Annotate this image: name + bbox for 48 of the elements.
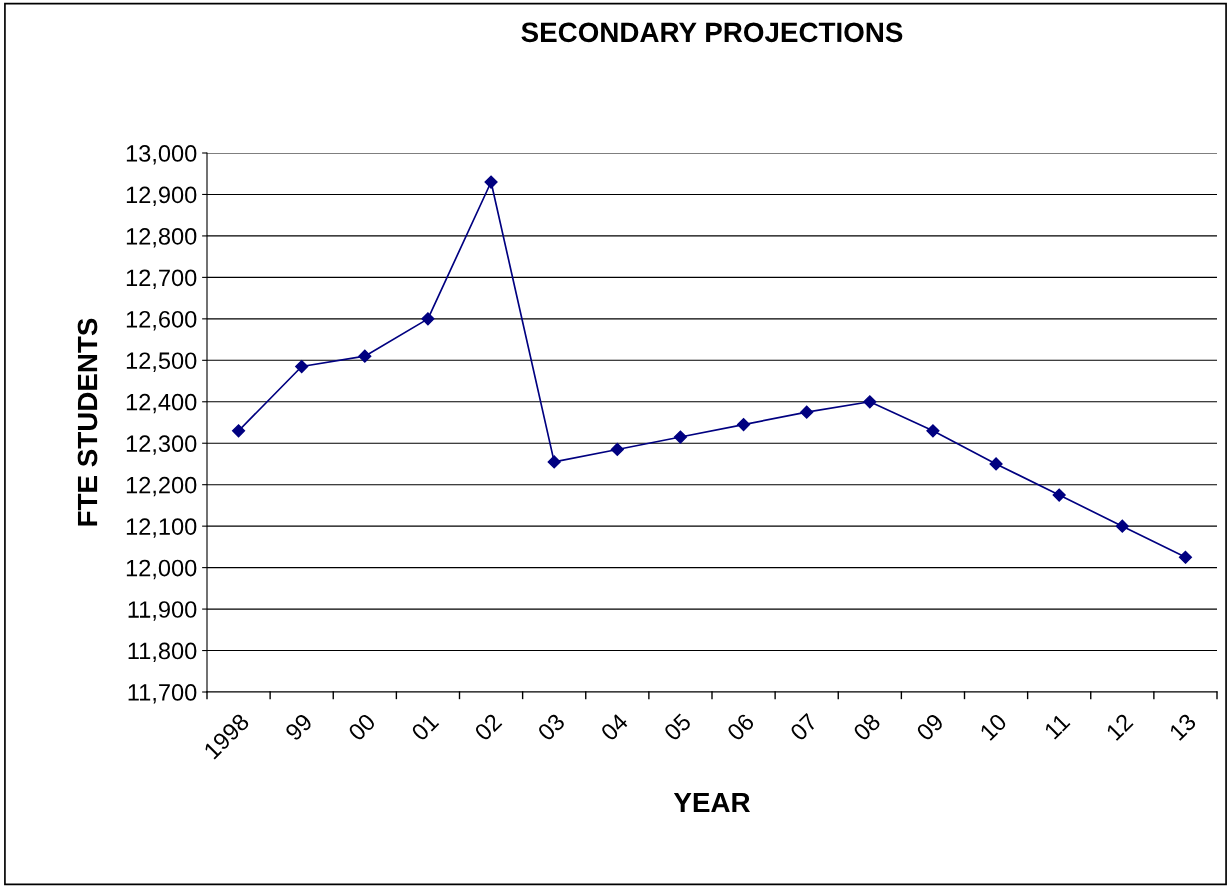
- point: [1052, 488, 1066, 502]
- y-tick-label: 11,800: [128, 642, 197, 663]
- point: [484, 175, 498, 189]
- point: [1178, 550, 1193, 564]
- point: [800, 405, 814, 419]
- x-tick-label: 06: [726, 712, 756, 742]
- point: [421, 312, 435, 326]
- point: [673, 430, 688, 444]
- x-tick-label: 13: [1168, 712, 1197, 741]
- x-tick-label: 01: [410, 712, 440, 742]
- y-tick-label: 11,900: [128, 601, 197, 621]
- chart-title: SECONDARY PROJECTIONS: [521, 22, 903, 43]
- x-tick-label: 00: [347, 712, 377, 742]
- x-tick-label: 99: [284, 712, 314, 742]
- point: [736, 417, 751, 432]
- y-tick-label: 12,200: [126, 476, 197, 497]
- x-tick-label: 10: [979, 712, 1008, 741]
- point: [295, 359, 309, 374]
- y-tick-label: 12,800: [126, 227, 197, 248]
- x-tick-label: 09: [915, 712, 945, 742]
- point: [863, 395, 877, 409]
- y-axis-title: FTE STUDENTS: [77, 318, 98, 526]
- point: [1115, 519, 1129, 533]
- y-tick-label: 13,000: [126, 145, 197, 165]
- x-tick-label: 12: [1105, 712, 1134, 741]
- point: [358, 349, 372, 363]
- y-tick-label: 12,600: [126, 310, 197, 331]
- x-tick-label: 11: [1043, 712, 1071, 740]
- x-tick-label: 08: [852, 712, 882, 742]
- y-tick-label: 12,700: [126, 269, 197, 289]
- y-tick-label: 12,900: [126, 186, 197, 207]
- point: [231, 424, 246, 438]
- point: [926, 424, 940, 438]
- point: [989, 457, 1003, 471]
- y-tick-label: 12,400: [126, 393, 197, 414]
- y-tick-label: 12,500: [126, 352, 197, 372]
- point: [547, 455, 561, 469]
- x-tick-label: 07: [789, 712, 819, 742]
- x-tick-label: 04: [599, 712, 630, 742]
- x-tick-label: 05: [662, 712, 692, 742]
- x-tick-label: 03: [536, 712, 566, 742]
- y-tick-label: 12,300: [126, 435, 197, 455]
- y-tick-label: 11,700: [128, 684, 197, 704]
- point: [610, 442, 624, 457]
- y-tick-label: 12,000: [126, 559, 197, 580]
- x-axis-title: YEAR: [673, 792, 751, 813]
- y-tick-label: 12,100: [126, 518, 197, 538]
- x-tick-label: 02: [473, 712, 503, 742]
